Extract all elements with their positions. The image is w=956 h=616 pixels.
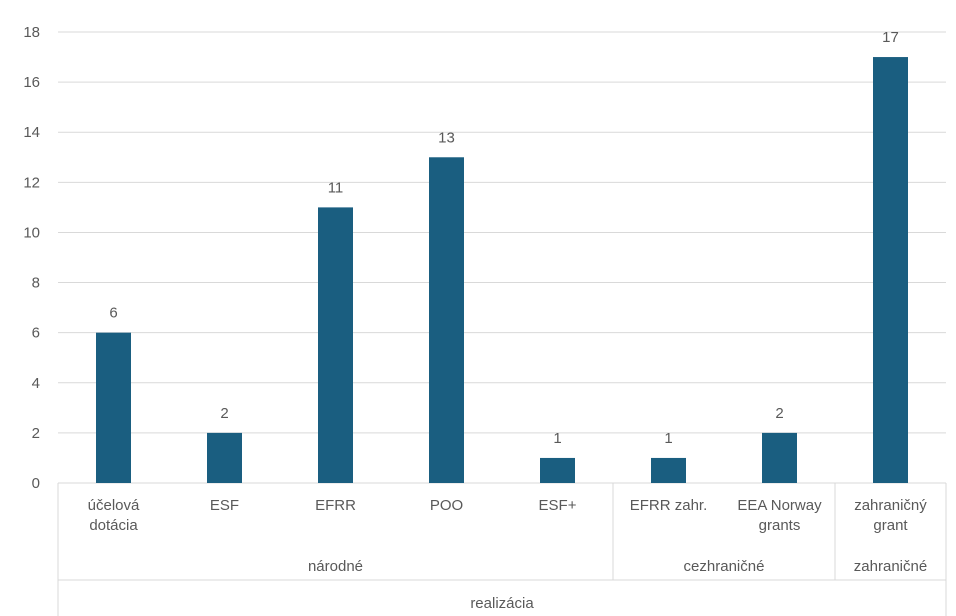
data-label: 13	[438, 129, 455, 146]
data-label: 2	[775, 405, 783, 422]
y-tick-label: 12	[23, 174, 40, 191]
bar	[96, 332, 131, 483]
y-tick-label: 18	[23, 24, 40, 41]
x-category-label: EEA Norway grants	[737, 497, 822, 534]
bar	[429, 157, 464, 483]
data-label: 1	[664, 430, 672, 447]
x-category-label: ESF	[210, 497, 239, 514]
bars	[96, 57, 908, 484]
group-label: národné	[308, 558, 363, 575]
bar	[207, 432, 242, 483]
y-tick-label: 10	[23, 224, 40, 241]
x-category-label: zahraničný grant	[854, 497, 927, 534]
bar	[540, 457, 575, 483]
x-category-label: EFRR zahr.	[630, 497, 708, 514]
data-label: 11	[328, 179, 344, 196]
x-category-label: ESF+	[539, 497, 577, 514]
y-tick-label: 4	[32, 375, 40, 392]
group-label: zahraničné	[854, 558, 927, 575]
y-tick-label: 8	[32, 275, 40, 292]
x-category-label: POO	[430, 497, 463, 514]
bar	[873, 57, 908, 484]
y-tick-label: 0	[32, 475, 40, 492]
data-label: 6	[109, 305, 117, 322]
x-category-label: EFRR	[315, 497, 356, 514]
bar	[651, 457, 686, 483]
axes	[57, 482, 947, 616]
bar	[762, 432, 797, 483]
y-tick-label: 2	[32, 425, 40, 442]
bar	[318, 207, 353, 483]
data-label: 1	[553, 430, 561, 447]
x-category-label: účelová dotácia	[88, 497, 140, 534]
group-label: cezhraničné	[684, 558, 765, 575]
group-label-top: realizácia	[470, 595, 534, 612]
gridlines	[58, 31, 946, 434]
data-label: 2	[220, 405, 228, 422]
y-tick-label: 14	[23, 124, 40, 141]
y-tick-label: 16	[23, 74, 40, 91]
y-tick-label: 6	[32, 325, 40, 342]
data-label: 17	[882, 29, 899, 46]
